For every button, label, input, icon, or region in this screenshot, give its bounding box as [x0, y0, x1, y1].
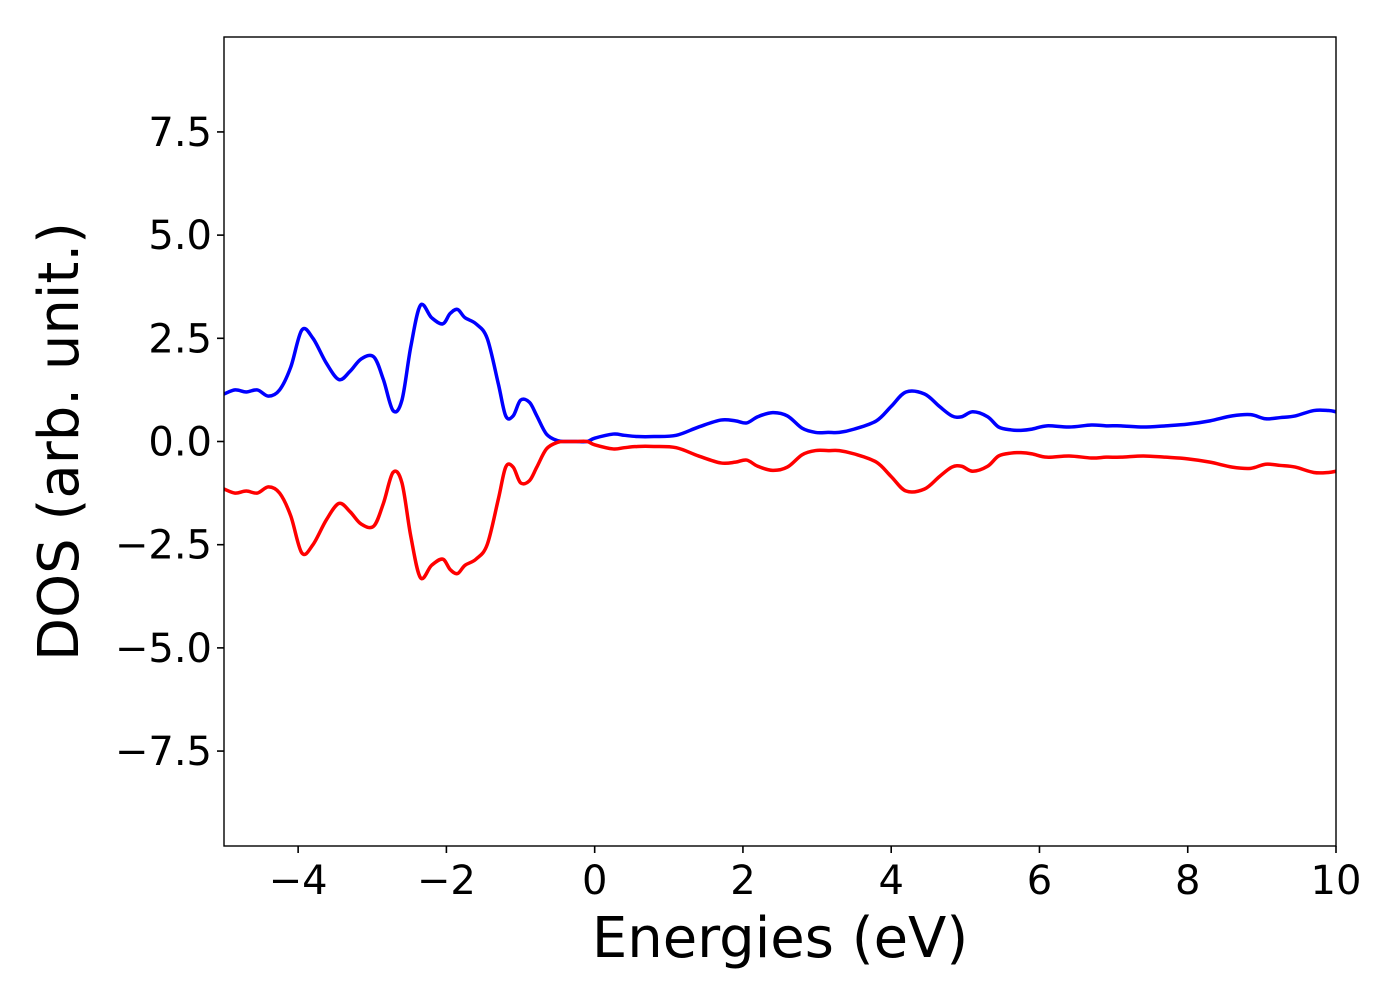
- y-tick-label: 5.0: [148, 213, 212, 259]
- x-tick-label: −2: [417, 858, 476, 904]
- x-tick-label: 6: [1027, 858, 1052, 904]
- series-layer: [224, 302, 1336, 581]
- y-tick-label: −5.0: [115, 626, 212, 672]
- dos-spin-down-line: [224, 439, 1336, 581]
- x-tick-label: 10: [1311, 858, 1362, 904]
- y-tick-label: −7.5: [115, 729, 212, 775]
- x-tick-label: 4: [878, 858, 903, 904]
- x-axis-ticks: −4 −2 0 2 4 6 8 10: [269, 846, 1362, 904]
- x-tick-label: 0: [582, 858, 607, 904]
- x-tick-label: −4: [269, 858, 328, 904]
- y-tick-label: −2.5: [115, 523, 212, 569]
- y-tick-label: 0.0: [148, 420, 212, 466]
- x-tick-label: 8: [1175, 858, 1200, 904]
- y-axis-ticks: 7.5 5.0 2.5 0.0 −2.5 −5.0 −7.5: [115, 110, 224, 775]
- y-axis-label: DOS (arb. unit.): [27, 222, 92, 661]
- x-tick-label: 2: [730, 858, 755, 904]
- y-tick-label: 7.5: [148, 110, 212, 156]
- x-axis-label: Energies (eV): [592, 906, 968, 971]
- y-tick-label: 2.5: [148, 316, 212, 362]
- dos-spin-up-line: [224, 302, 1336, 444]
